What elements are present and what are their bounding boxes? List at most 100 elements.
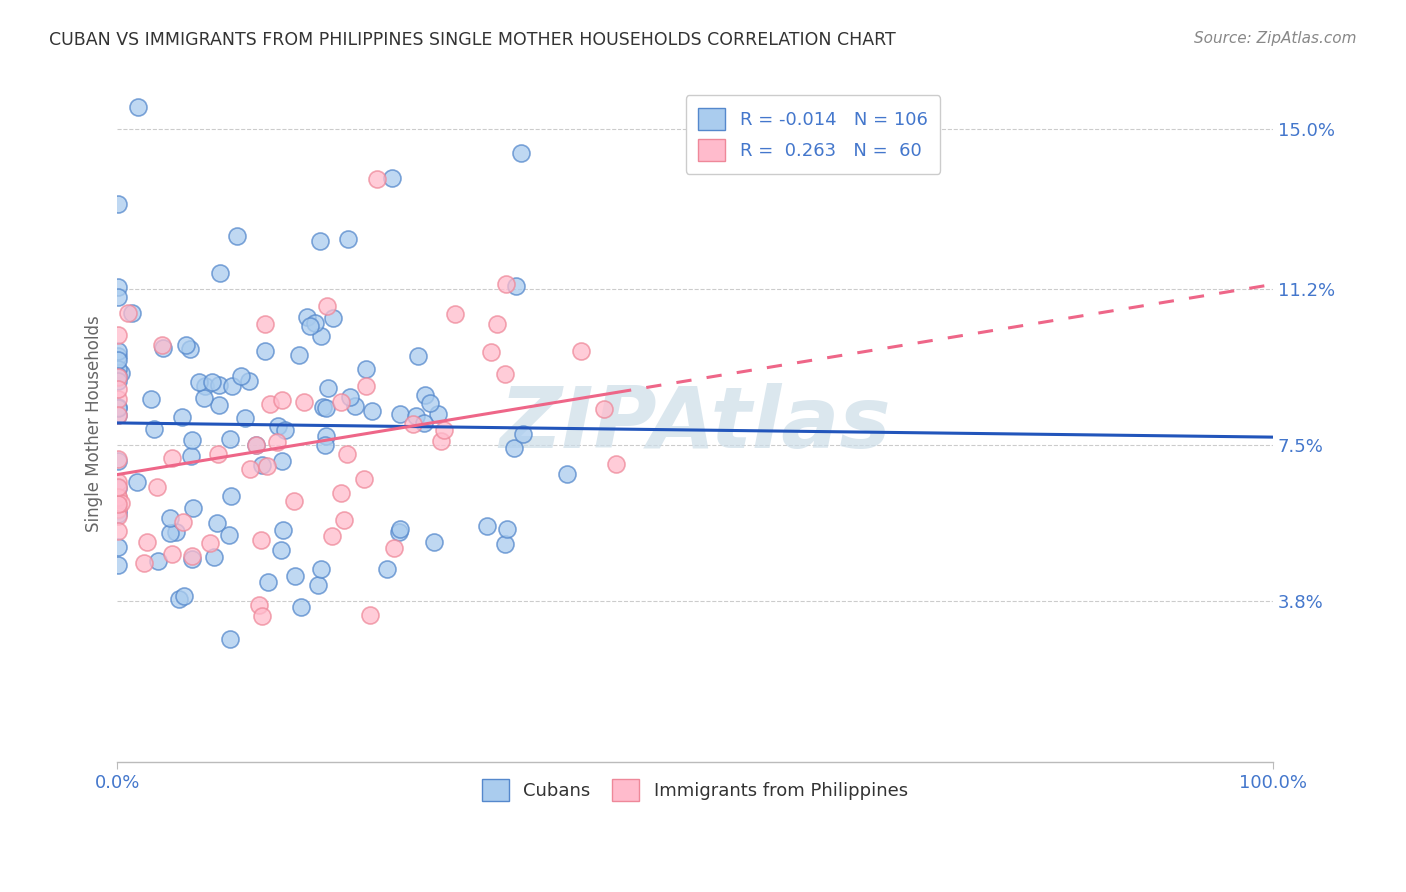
Point	[152, 341, 174, 355]
Point	[271, 523, 294, 537]
Point	[107, 383, 129, 397]
Point	[316, 380, 339, 394]
Point	[509, 145, 531, 160]
Point	[475, 518, 498, 533]
Point	[127, 100, 149, 114]
Point	[107, 508, 129, 523]
Point	[321, 529, 343, 543]
Point	[107, 502, 129, 516]
Point	[402, 417, 425, 431]
Point	[605, 458, 627, 472]
Point	[315, 401, 337, 416]
Point	[353, 472, 375, 486]
Point	[159, 511, 181, 525]
Y-axis label: Single Mother Households: Single Mother Households	[86, 316, 103, 533]
Point	[382, 541, 405, 555]
Point	[256, 459, 278, 474]
Point	[406, 349, 429, 363]
Point	[107, 475, 129, 489]
Point	[247, 598, 270, 612]
Point	[139, 392, 162, 406]
Point	[219, 489, 242, 503]
Legend: Cubans, Immigrants from Philippines: Cubans, Immigrants from Philippines	[470, 766, 921, 814]
Point	[173, 589, 195, 603]
Point	[107, 290, 129, 304]
Point	[160, 547, 183, 561]
Point	[333, 513, 356, 527]
Point	[569, 344, 592, 359]
Point	[172, 515, 194, 529]
Point	[107, 401, 129, 415]
Point	[181, 552, 204, 566]
Point	[494, 537, 516, 551]
Point	[159, 525, 181, 540]
Text: CUBAN VS IMMIGRANTS FROM PHILIPPINES SINGLE MOTHER HOUSEHOLDS CORRELATION CHART: CUBAN VS IMMIGRANTS FROM PHILIPPINES SIN…	[49, 31, 896, 49]
Point	[125, 475, 148, 490]
Point	[298, 319, 321, 334]
Point	[107, 481, 129, 495]
Point	[315, 429, 337, 443]
Point	[218, 632, 240, 646]
Point	[413, 388, 436, 402]
Point	[107, 196, 129, 211]
Point	[107, 374, 129, 388]
Point	[107, 558, 129, 572]
Point	[202, 549, 225, 564]
Point	[444, 307, 467, 321]
Point	[180, 449, 202, 463]
Point	[307, 578, 329, 592]
Point	[238, 375, 260, 389]
Point	[405, 409, 427, 423]
Point	[266, 435, 288, 450]
Point	[132, 556, 155, 570]
Point	[479, 344, 502, 359]
Point	[283, 494, 305, 508]
Point	[495, 522, 517, 536]
Point	[233, 411, 256, 425]
Point	[322, 310, 344, 325]
Point	[486, 318, 509, 332]
Point	[107, 540, 129, 554]
Point	[110, 366, 132, 380]
Point	[107, 349, 129, 363]
Point	[290, 599, 312, 614]
Point	[107, 401, 129, 416]
Point	[107, 352, 129, 367]
Point	[107, 328, 129, 343]
Point	[419, 396, 441, 410]
Point	[356, 361, 378, 376]
Point	[274, 423, 297, 437]
Point	[181, 433, 204, 447]
Point	[267, 419, 290, 434]
Point	[495, 277, 517, 292]
Point	[107, 368, 129, 383]
Point	[107, 408, 129, 422]
Point	[207, 516, 229, 530]
Point	[239, 462, 262, 476]
Point	[218, 528, 240, 542]
Point	[107, 524, 129, 539]
Point	[505, 279, 527, 293]
Point	[193, 391, 215, 405]
Point	[142, 422, 165, 436]
Point	[316, 299, 339, 313]
Point	[145, 480, 167, 494]
Point	[304, 316, 326, 330]
Point	[336, 446, 359, 460]
Point	[107, 392, 129, 406]
Point	[181, 549, 204, 563]
Point	[107, 503, 129, 517]
Point	[359, 607, 381, 622]
Point	[198, 536, 221, 550]
Point	[107, 480, 129, 494]
Point	[170, 410, 193, 425]
Point	[430, 434, 453, 448]
Point	[146, 554, 169, 568]
Point	[250, 533, 273, 548]
Point	[308, 234, 330, 248]
Point	[339, 390, 361, 404]
Point	[245, 437, 267, 451]
Point	[162, 451, 184, 466]
Point	[107, 409, 129, 423]
Point	[494, 367, 516, 381]
